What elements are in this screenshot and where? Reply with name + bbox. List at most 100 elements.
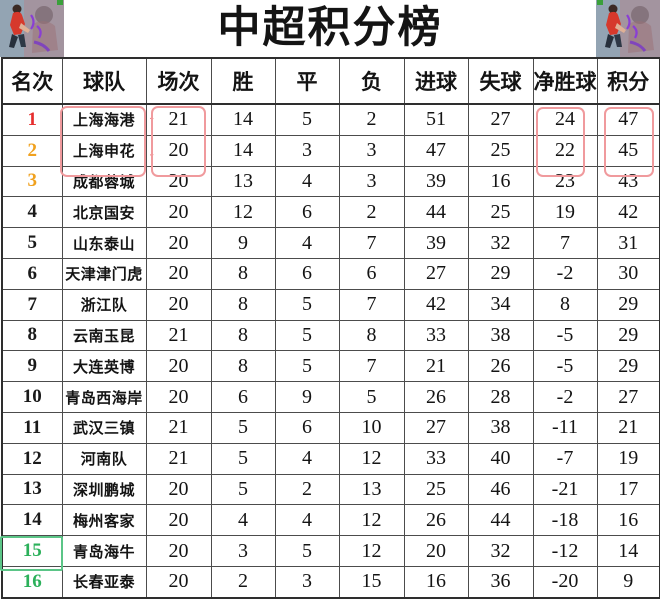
cell-rank: 13 <box>1 473 63 506</box>
cell-played: 20 <box>145 227 212 259</box>
cell-goals-against: 44 <box>467 504 534 537</box>
table-row: 11 武汉三镇 21 5 6 10 27 38 -11 21 <box>1 411 660 444</box>
table-row: 15 青岛海牛 20 3 5 12 20 32 -12 14 <box>1 535 660 567</box>
cell-won: 14 <box>210 134 276 167</box>
cell-goal-diff: -20 <box>532 565 598 599</box>
cell-rank: 4 <box>1 196 63 229</box>
table-row: 6 天津津门虎 20 8 6 6 27 29 -2 30 <box>1 257 660 290</box>
cell-drawn: 4 <box>274 442 340 475</box>
cell-lost: 8 <box>338 319 405 352</box>
cell-goals-for: 26 <box>403 381 469 413</box>
cell-goals-for: 42 <box>403 288 469 321</box>
cell-goal-diff: 8 <box>532 288 598 321</box>
table-row: 4 北京国安 20 12 6 2 44 25 19 42 <box>1 196 660 229</box>
cell-played: ↑ 21 <box>145 103 212 136</box>
cell-played: 20 <box>145 504 212 537</box>
cell-rank: 12 <box>1 442 63 475</box>
cell-drawn: 9 <box>274 381 340 413</box>
cell-won: 6 <box>210 381 276 413</box>
cell-lost: 5 <box>338 381 405 413</box>
table-row: 10 青岛西海岸 20 6 9 5 26 28 -2 27 <box>1 381 660 413</box>
cell-goals-against: 25 <box>467 196 534 229</box>
cell-played: 21 <box>145 442 212 475</box>
cell-goals-against: 40 <box>467 442 534 475</box>
cell-points: 17 <box>596 473 660 506</box>
cell-lost: 6 <box>338 257 405 290</box>
cell-drawn: 6 <box>274 196 340 229</box>
cell-goals-against: 36 <box>467 565 534 599</box>
cell-rank: 14 <box>1 504 63 537</box>
table-row: 3 成都蓉城 20 13 4 3 39 16 23 43 <box>1 165 660 198</box>
cell-points: 47 <box>596 103 660 136</box>
cell-goals-for: 21 <box>403 350 469 383</box>
cell-rank: 11 <box>1 411 63 444</box>
cell-won: 8 <box>210 319 276 352</box>
cell-team: 武汉三镇 <box>61 411 147 444</box>
cell-team: 成都蓉城 <box>61 165 147 198</box>
cell-drawn: 2 <box>274 473 340 506</box>
cell-goals-against: 16 <box>467 165 534 198</box>
cell-goals-for: 39 <box>403 165 469 198</box>
cell-played: 20 <box>145 565 212 599</box>
cell-goals-for: 33 <box>403 319 469 352</box>
cell-rank: 3 <box>1 165 63 198</box>
cell-team: 长春亚泰 <box>61 565 147 599</box>
cell-rank: 7 <box>1 288 63 321</box>
column-header: 胜 <box>210 57 276 105</box>
cell-goals-against: 29 <box>467 257 534 290</box>
cell-points: 27 <box>596 381 660 413</box>
cell-played: 20 <box>145 288 212 321</box>
cell-goal-diff: -7 <box>532 442 598 475</box>
page-title: 中超积分榜 <box>217 5 443 52</box>
cell-rank: 5 <box>1 227 63 259</box>
cell-points: 19 <box>596 442 660 475</box>
table-row: 9 大连英博 20 8 5 7 21 26 -5 29 <box>1 350 660 383</box>
cell-goals-for: 44 <box>403 196 469 229</box>
table-row: 16 长春亚泰 20 2 3 15 16 36 -20 9 <box>1 565 660 599</box>
table-row: 7 浙江队 20 8 5 7 42 34 8 29 <box>1 288 660 321</box>
cell-played: ↓ 20 <box>145 134 212 167</box>
cell-team: 山东泰山 <box>61 227 147 259</box>
header-row: 名次 球队 场次胜平负进球 失球 净胜球 积分 <box>1 57 660 105</box>
cell-rank: 6 <box>1 257 63 290</box>
cell-goals-against: 28 <box>467 381 534 413</box>
cell-lost: 15 <box>338 565 405 599</box>
column-header: 名次 <box>1 57 63 105</box>
cell-lost: 7 <box>338 350 405 383</box>
watermark-image-right <box>596 0 660 57</box>
cell-won: 9 <box>210 227 276 259</box>
cell-won: 4 <box>210 504 276 537</box>
standings-table: 名次 球队 场次胜平负进球 失球 净胜球 积分 1 上海海港 ↑ 21 14 5 2 51 27 24 47 2… <box>1 57 660 599</box>
cell-played: 20 <box>145 196 212 229</box>
cell-team: 大连英博 <box>61 350 147 383</box>
cell-team: 天津津门虎 <box>61 257 147 290</box>
player-watermark-icon <box>0 0 64 57</box>
cell-goal-diff: 23 <box>532 165 598 198</box>
cell-team: 青岛西海岸 <box>61 381 147 413</box>
cell-goals-against: 25 <box>467 134 534 167</box>
cell-goals-for: 33 <box>403 442 469 475</box>
cell-team: 梅州客家 <box>61 504 147 537</box>
cell-lost: 12 <box>338 442 405 475</box>
cell-lost: 12 <box>338 535 405 567</box>
cell-goals-for: 25 <box>403 473 469 506</box>
cell-points: 42 <box>596 196 660 229</box>
standings-body: 1 上海海港 ↑ 21 14 5 2 51 27 24 47 2 上海申花 ↓ 20 14 3 3 47 25 22 45… <box>1 103 660 599</box>
cell-goals-against: 26 <box>467 350 534 383</box>
cell-lost: 12 <box>338 504 405 537</box>
column-header: 球队 <box>61 57 147 105</box>
cell-points: 43 <box>596 165 660 198</box>
cell-goal-diff: -18 <box>532 504 598 537</box>
cell-won: 8 <box>210 257 276 290</box>
cell-points: 45 <box>596 134 660 167</box>
cell-lost: 10 <box>338 411 405 444</box>
player-watermark-icon <box>596 0 660 57</box>
cell-team: 北京国安 <box>61 196 147 229</box>
cell-goal-diff: -5 <box>532 319 598 352</box>
cell-goals-for: 20 <box>403 535 469 567</box>
cell-goal-diff: -21 <box>532 473 598 506</box>
table-row: 5 山东泰山 20 9 4 7 39 32 7 31 <box>1 227 660 259</box>
column-header: 场次 <box>145 57 212 105</box>
cell-drawn: 3 <box>274 134 340 167</box>
